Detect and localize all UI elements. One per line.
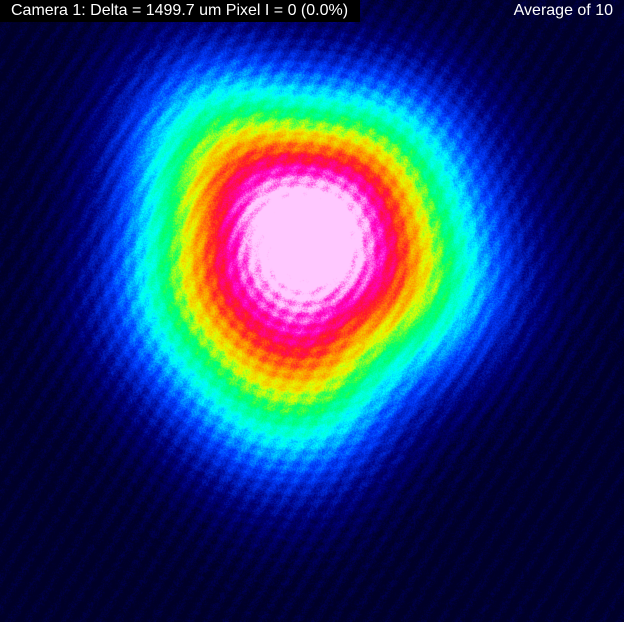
averaging-label: Average of 10	[513, 2, 613, 19]
camera-readout-label: Camera 1: Delta = 1499.7 um Pixel I = 0 …	[0, 0, 361, 22]
